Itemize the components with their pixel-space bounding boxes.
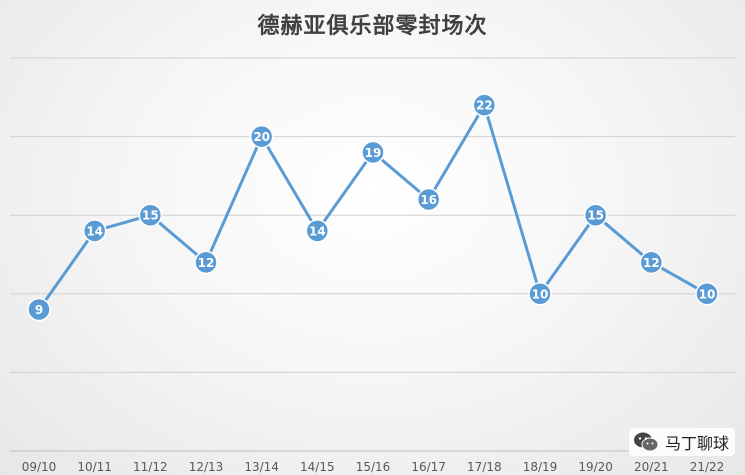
- series-polyline: [37, 103, 708, 311]
- x-tick-label: 14/15: [300, 460, 335, 474]
- x-tick-label: 09/10: [22, 460, 57, 474]
- data-label: 10: [532, 287, 549, 301]
- x-tick-label: 12/13: [189, 460, 224, 474]
- wechat-icon: [633, 432, 659, 452]
- data-point: [416, 187, 441, 212]
- x-tick-label: 11/12: [133, 460, 168, 474]
- x-tick-label: 17/18: [467, 460, 502, 474]
- data-label: 22: [476, 99, 493, 113]
- gridlines: [10, 57, 735, 452]
- data-label: 16: [420, 193, 437, 207]
- data-label: 12: [198, 256, 215, 270]
- x-tick-label: 21/22: [690, 460, 725, 474]
- data-point: [639, 250, 664, 275]
- data-label: 15: [587, 209, 604, 223]
- x-tick-label: 16/17: [411, 460, 446, 474]
- data-label: 19: [365, 146, 382, 160]
- data-label: 14: [309, 224, 326, 238]
- data-markers: 9 14 15 12 20 14 19 16 22 10 15 12 10: [27, 93, 719, 322]
- x-tick-label: 18/19: [523, 460, 558, 474]
- data-point: [361, 140, 385, 165]
- series-line: [37, 103, 708, 311]
- data-label: 12: [643, 256, 660, 270]
- x-tick-labels: 09/10 10/11 11/12 12/13 13/14 14/15 15/16 16/17…: [22, 460, 725, 474]
- data-label: 15: [142, 209, 159, 223]
- x-tick-label: 19/20: [578, 460, 613, 474]
- x-tick-label: 15/16: [356, 460, 391, 474]
- x-tick-label: 13/14: [244, 460, 279, 474]
- x-tick-label: 20/21: [634, 460, 669, 474]
- data-label: 20: [253, 130, 270, 144]
- data-point: [27, 297, 51, 322]
- data-point: [472, 93, 497, 117]
- watermark-text: 马丁聊球: [664, 434, 729, 453]
- data-point: [305, 219, 330, 243]
- data-label: 10: [699, 287, 716, 301]
- data-point: [528, 282, 552, 306]
- x-tick-label: 10/11: [77, 460, 112, 474]
- data-point: [583, 203, 608, 227]
- data-label: 14: [86, 224, 103, 238]
- watermark: 马丁聊球: [628, 428, 735, 456]
- data-point: [138, 203, 163, 227]
- data-point: [249, 124, 274, 149]
- data-point: [695, 282, 719, 306]
- data-point: [82, 219, 107, 243]
- chart-title: 德赫亚俱乐部零封场次: [257, 14, 488, 39]
- data-point: [194, 250, 218, 275]
- data-label: 9: [35, 303, 43, 317]
